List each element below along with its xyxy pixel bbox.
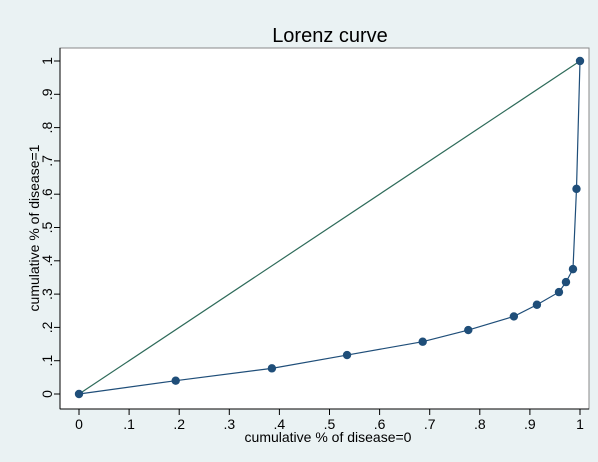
data-point (532, 300, 542, 309)
equality-line (78, 60, 581, 395)
y-tick-label: .8 (39, 122, 55, 134)
y-tick-label: .7 (39, 155, 55, 167)
data-point (554, 287, 564, 297)
data-point (171, 376, 180, 385)
data-point (464, 325, 473, 335)
y-tick-label: .2 (39, 321, 55, 333)
x-tick-label: .1 (123, 416, 135, 432)
x-tick-label: .5 (324, 416, 336, 432)
data-point (74, 389, 84, 399)
data-point (267, 364, 277, 373)
x-tick-label: .6 (374, 416, 386, 432)
y-tick-label: .6 (39, 188, 55, 200)
x-tick-label: .2 (173, 416, 185, 432)
x-tick-label: .8 (474, 416, 486, 432)
series-layer (74, 56, 585, 399)
data-point (418, 337, 427, 346)
x-tick-label: 0 (75, 416, 83, 432)
y-tick-label: 0 (39, 390, 55, 398)
x-tick-label: .7 (424, 416, 436, 432)
data-point (572, 184, 581, 194)
y-tick-label: .1 (39, 355, 55, 367)
x-tick-label: 1 (576, 416, 584, 432)
y-tick-label: .9 (39, 88, 55, 100)
y-axis-label: cumulative % of disease=1 (26, 144, 42, 311)
y-tick-label: .3 (39, 288, 55, 300)
y-tick-label: 1 (39, 57, 55, 65)
data-point (561, 277, 571, 287)
data-point (575, 56, 585, 66)
chart-title: Lorenz curve (272, 25, 388, 47)
x-tick-label: .3 (223, 416, 235, 432)
data-point (509, 312, 519, 321)
axes: 0 .1 .2 .3 .4 .5 .6 .7 .8 .9 1 0 .1 .2 .3 .4 .5 .6 .7 .8 .9 1 (39, 48, 589, 432)
x-axis-label: cumulative % of disease=0 (245, 429, 412, 445)
y-tick-label: .5 (39, 221, 55, 233)
x-tick-label: .4 (274, 416, 286, 432)
x-tick-label: .9 (524, 416, 536, 432)
plot-area (59, 47, 590, 410)
data-point (342, 350, 352, 360)
y-tick-label: .4 (39, 255, 55, 267)
data-point (568, 264, 578, 274)
